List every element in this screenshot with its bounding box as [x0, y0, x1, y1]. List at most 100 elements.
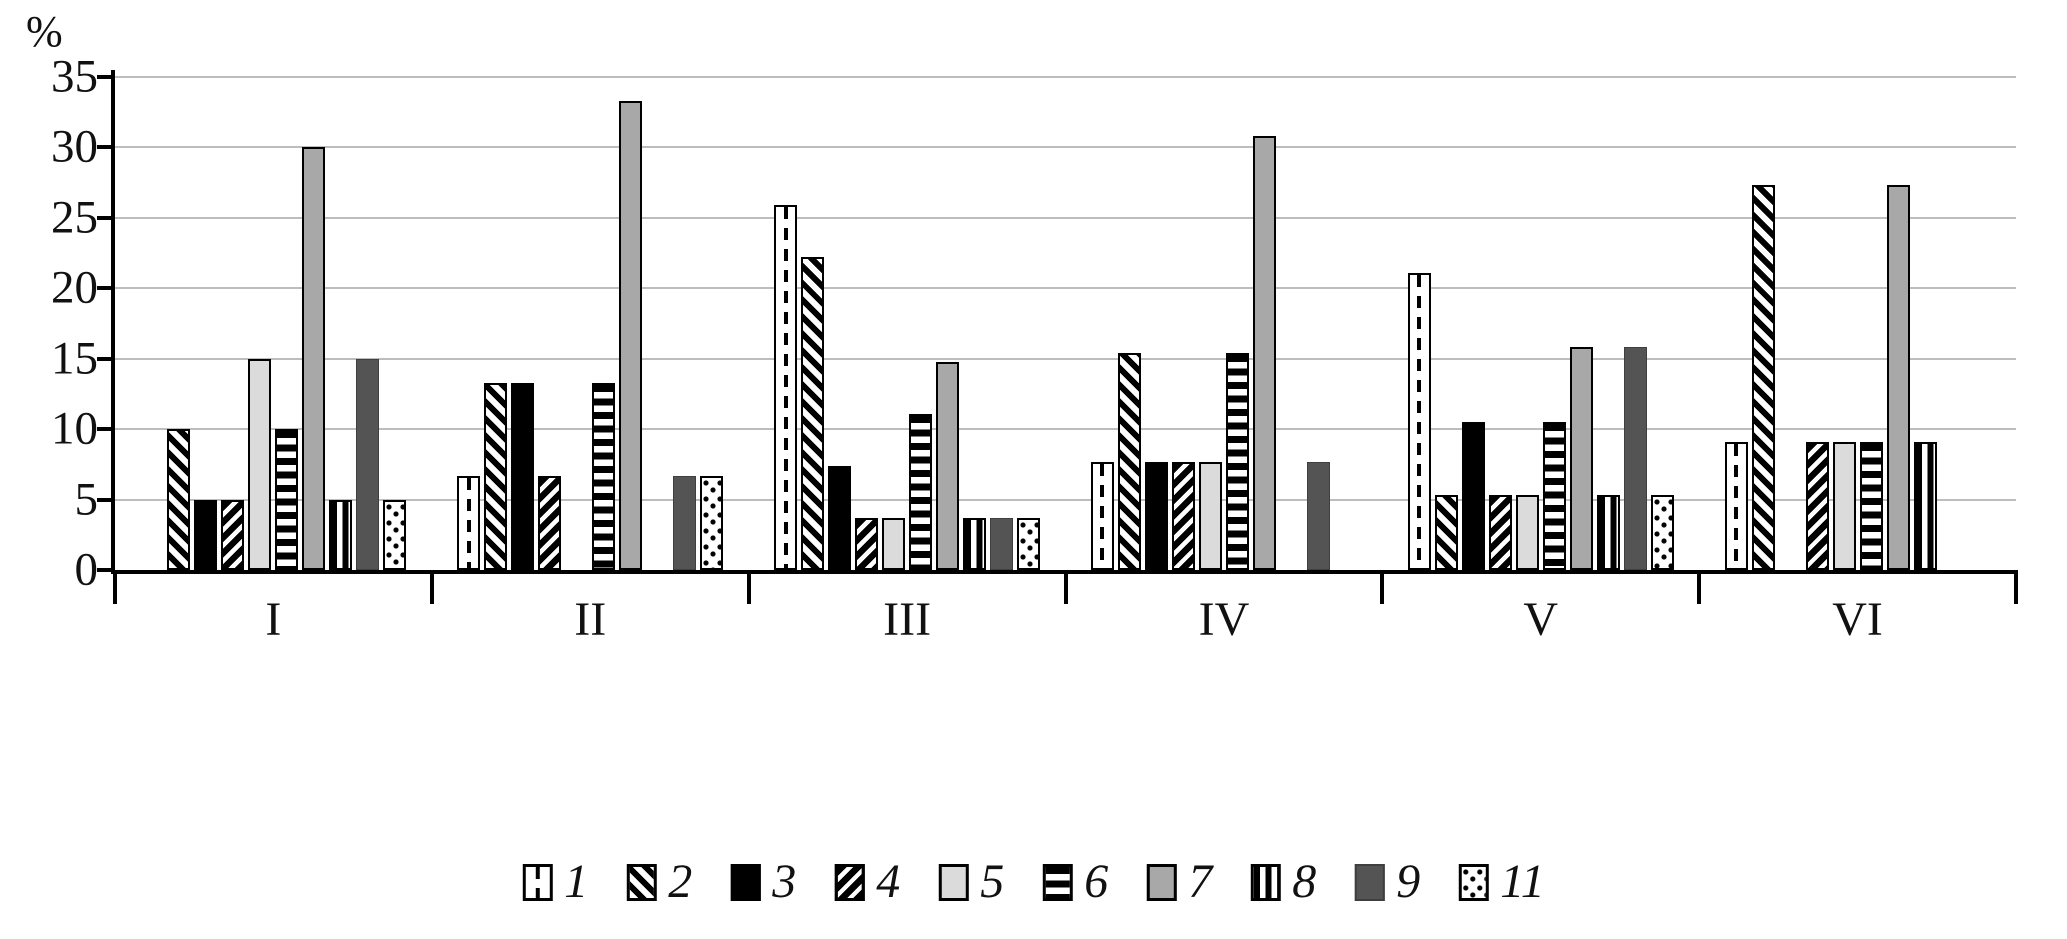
bar-slot-s7-III — [934, 77, 961, 570]
y-axis-label-35: 35 — [51, 50, 98, 103]
legend-item-5: 5 — [938, 858, 1004, 906]
legend-label-7: 7 — [1188, 855, 1213, 908]
bar-series-7-group-VI — [1886, 185, 1910, 570]
bar-slot-s9-V — [1622, 77, 1649, 570]
bar-slot-s7-VI — [1885, 77, 1912, 570]
bar-slot-s1-IV — [1089, 77, 1116, 570]
bar-slot-s6-I — [273, 77, 300, 570]
bar-series-1-group-IV — [1090, 461, 1114, 570]
legend-item-8: 8 — [1250, 858, 1316, 906]
bar-slot-s2-I — [165, 77, 192, 570]
y-axis-tick-10 — [97, 427, 115, 432]
bar-series-11-group-III — [1017, 517, 1041, 570]
bar-slot-s4-VI — [1804, 77, 1831, 570]
bar-series-6-group-III — [909, 413, 933, 570]
bar-series-8-group-III — [963, 517, 987, 570]
legend-label-2: 2 — [668, 855, 693, 908]
bar-series-2-group-VI — [1751, 185, 1775, 570]
bar-slot-s9-II — [671, 77, 698, 570]
gridline-30 — [115, 146, 2016, 149]
bar-slot-s9-IV — [1305, 77, 1332, 570]
y-axis-tick-0 — [97, 568, 115, 572]
bar-group-IV — [1066, 77, 1383, 570]
bar-series-2-group-I — [167, 429, 191, 570]
bar-series-3-group-II — [511, 382, 535, 570]
bar-series-5-group-III — [882, 517, 906, 570]
bar-slot-s6-II — [590, 77, 617, 570]
bar-series-5-group-VI — [1832, 441, 1856, 570]
bar-slot-s7-I — [300, 77, 327, 570]
bar-series-3-group-III — [828, 465, 852, 570]
legend-label-5: 5 — [980, 855, 1005, 908]
bar-series-1-group-V — [1407, 272, 1431, 570]
bar-slot-s5-IV — [1197, 77, 1224, 570]
bar-slot-s3-III — [826, 77, 853, 570]
legend-swatch-5-icon — [938, 863, 969, 901]
bar-group-I — [115, 77, 432, 570]
bar-series-9-group-V — [1623, 347, 1647, 570]
bar-slot-s5-III — [880, 77, 907, 570]
bar-series-7-group-I — [302, 147, 326, 570]
y-axis-label-15: 15 — [51, 332, 98, 385]
bar-slot-s8-III — [961, 77, 988, 570]
bar-slot-s7-V — [1568, 77, 1595, 570]
bar-slot-s11-II — [698, 77, 725, 570]
legend-swatch-9-icon — [1354, 863, 1385, 901]
bar-series-3-group-V — [1461, 422, 1485, 570]
bar-series-4-group-III — [855, 517, 879, 570]
legend-swatch-3-icon — [730, 863, 761, 901]
bar-series-2-group-II — [484, 382, 508, 570]
bar-slot-s4-V — [1487, 77, 1514, 570]
bar-slot-s2-II — [482, 77, 509, 570]
bar-slot-s5-VI — [1831, 77, 1858, 570]
bar-series-5-group-V — [1515, 495, 1539, 570]
bar-slot-s4-IV — [1170, 77, 1197, 570]
bar-slot-s11-I — [381, 77, 408, 570]
bar-slot-s3-II — [509, 77, 536, 570]
bar-slot-s6-IV — [1224, 77, 1251, 570]
bar-series-1-group-III — [774, 205, 798, 570]
bar-slot-s1-I — [138, 77, 165, 570]
bar-slot-s4-I — [219, 77, 246, 570]
bar-slot-s8-V — [1595, 77, 1622, 570]
bar-slot-s5-II — [563, 77, 590, 570]
bar-slot-s6-V — [1541, 77, 1568, 570]
legend-swatch-1-icon — [522, 863, 553, 901]
x-axis-label-IV: IV — [1198, 593, 1250, 646]
bar-slot-s11-IV — [1332, 77, 1359, 570]
gridline-15 — [115, 357, 2016, 360]
bar-group-III — [749, 77, 1066, 570]
y-axis-unit-label: % — [26, 7, 63, 56]
legend-item-3: 3 — [730, 858, 796, 906]
legend-swatch-2-icon — [626, 863, 657, 901]
x-axis-tick-4 — [1380, 570, 1385, 604]
y-axis-tick-5 — [97, 497, 115, 502]
legend-item-6: 6 — [1042, 858, 1108, 906]
bar-slot-s7-II — [617, 77, 644, 570]
bar-slot-s4-III — [853, 77, 880, 570]
x-axis-tick-0 — [113, 570, 117, 604]
bar-series-4-group-VI — [1805, 441, 1829, 570]
legend-swatch-8-icon — [1250, 863, 1281, 901]
bar-series-7-group-II — [619, 100, 643, 570]
legend-label-4: 4 — [876, 855, 901, 908]
bar-series-6-group-II — [592, 382, 616, 570]
bar-series-8-group-V — [1596, 495, 1620, 570]
gridline-25 — [115, 216, 2016, 219]
bar-slot-s1-III — [772, 77, 799, 570]
bar-series-7-group-IV — [1252, 136, 1276, 570]
y-axis-label-20: 20 — [51, 261, 98, 314]
legend-swatch-6-icon — [1042, 863, 1073, 901]
bar-slot-s8-I — [327, 77, 354, 570]
bar-slot-s2-III — [799, 77, 826, 570]
x-axis-label-III: III — [883, 593, 932, 646]
legend-label-8: 8 — [1292, 855, 1317, 908]
x-axis-tick-2 — [746, 570, 751, 604]
bar-slot-s8-VI — [1912, 77, 1939, 570]
legend-item-9: 9 — [1354, 858, 1420, 906]
bar-series-11-group-II — [700, 475, 724, 570]
legend-item-2: 2 — [626, 858, 692, 906]
legend-label-6: 6 — [1084, 855, 1109, 908]
y-axis-tick-25 — [97, 215, 115, 220]
gridline-35 — [115, 76, 2016, 78]
